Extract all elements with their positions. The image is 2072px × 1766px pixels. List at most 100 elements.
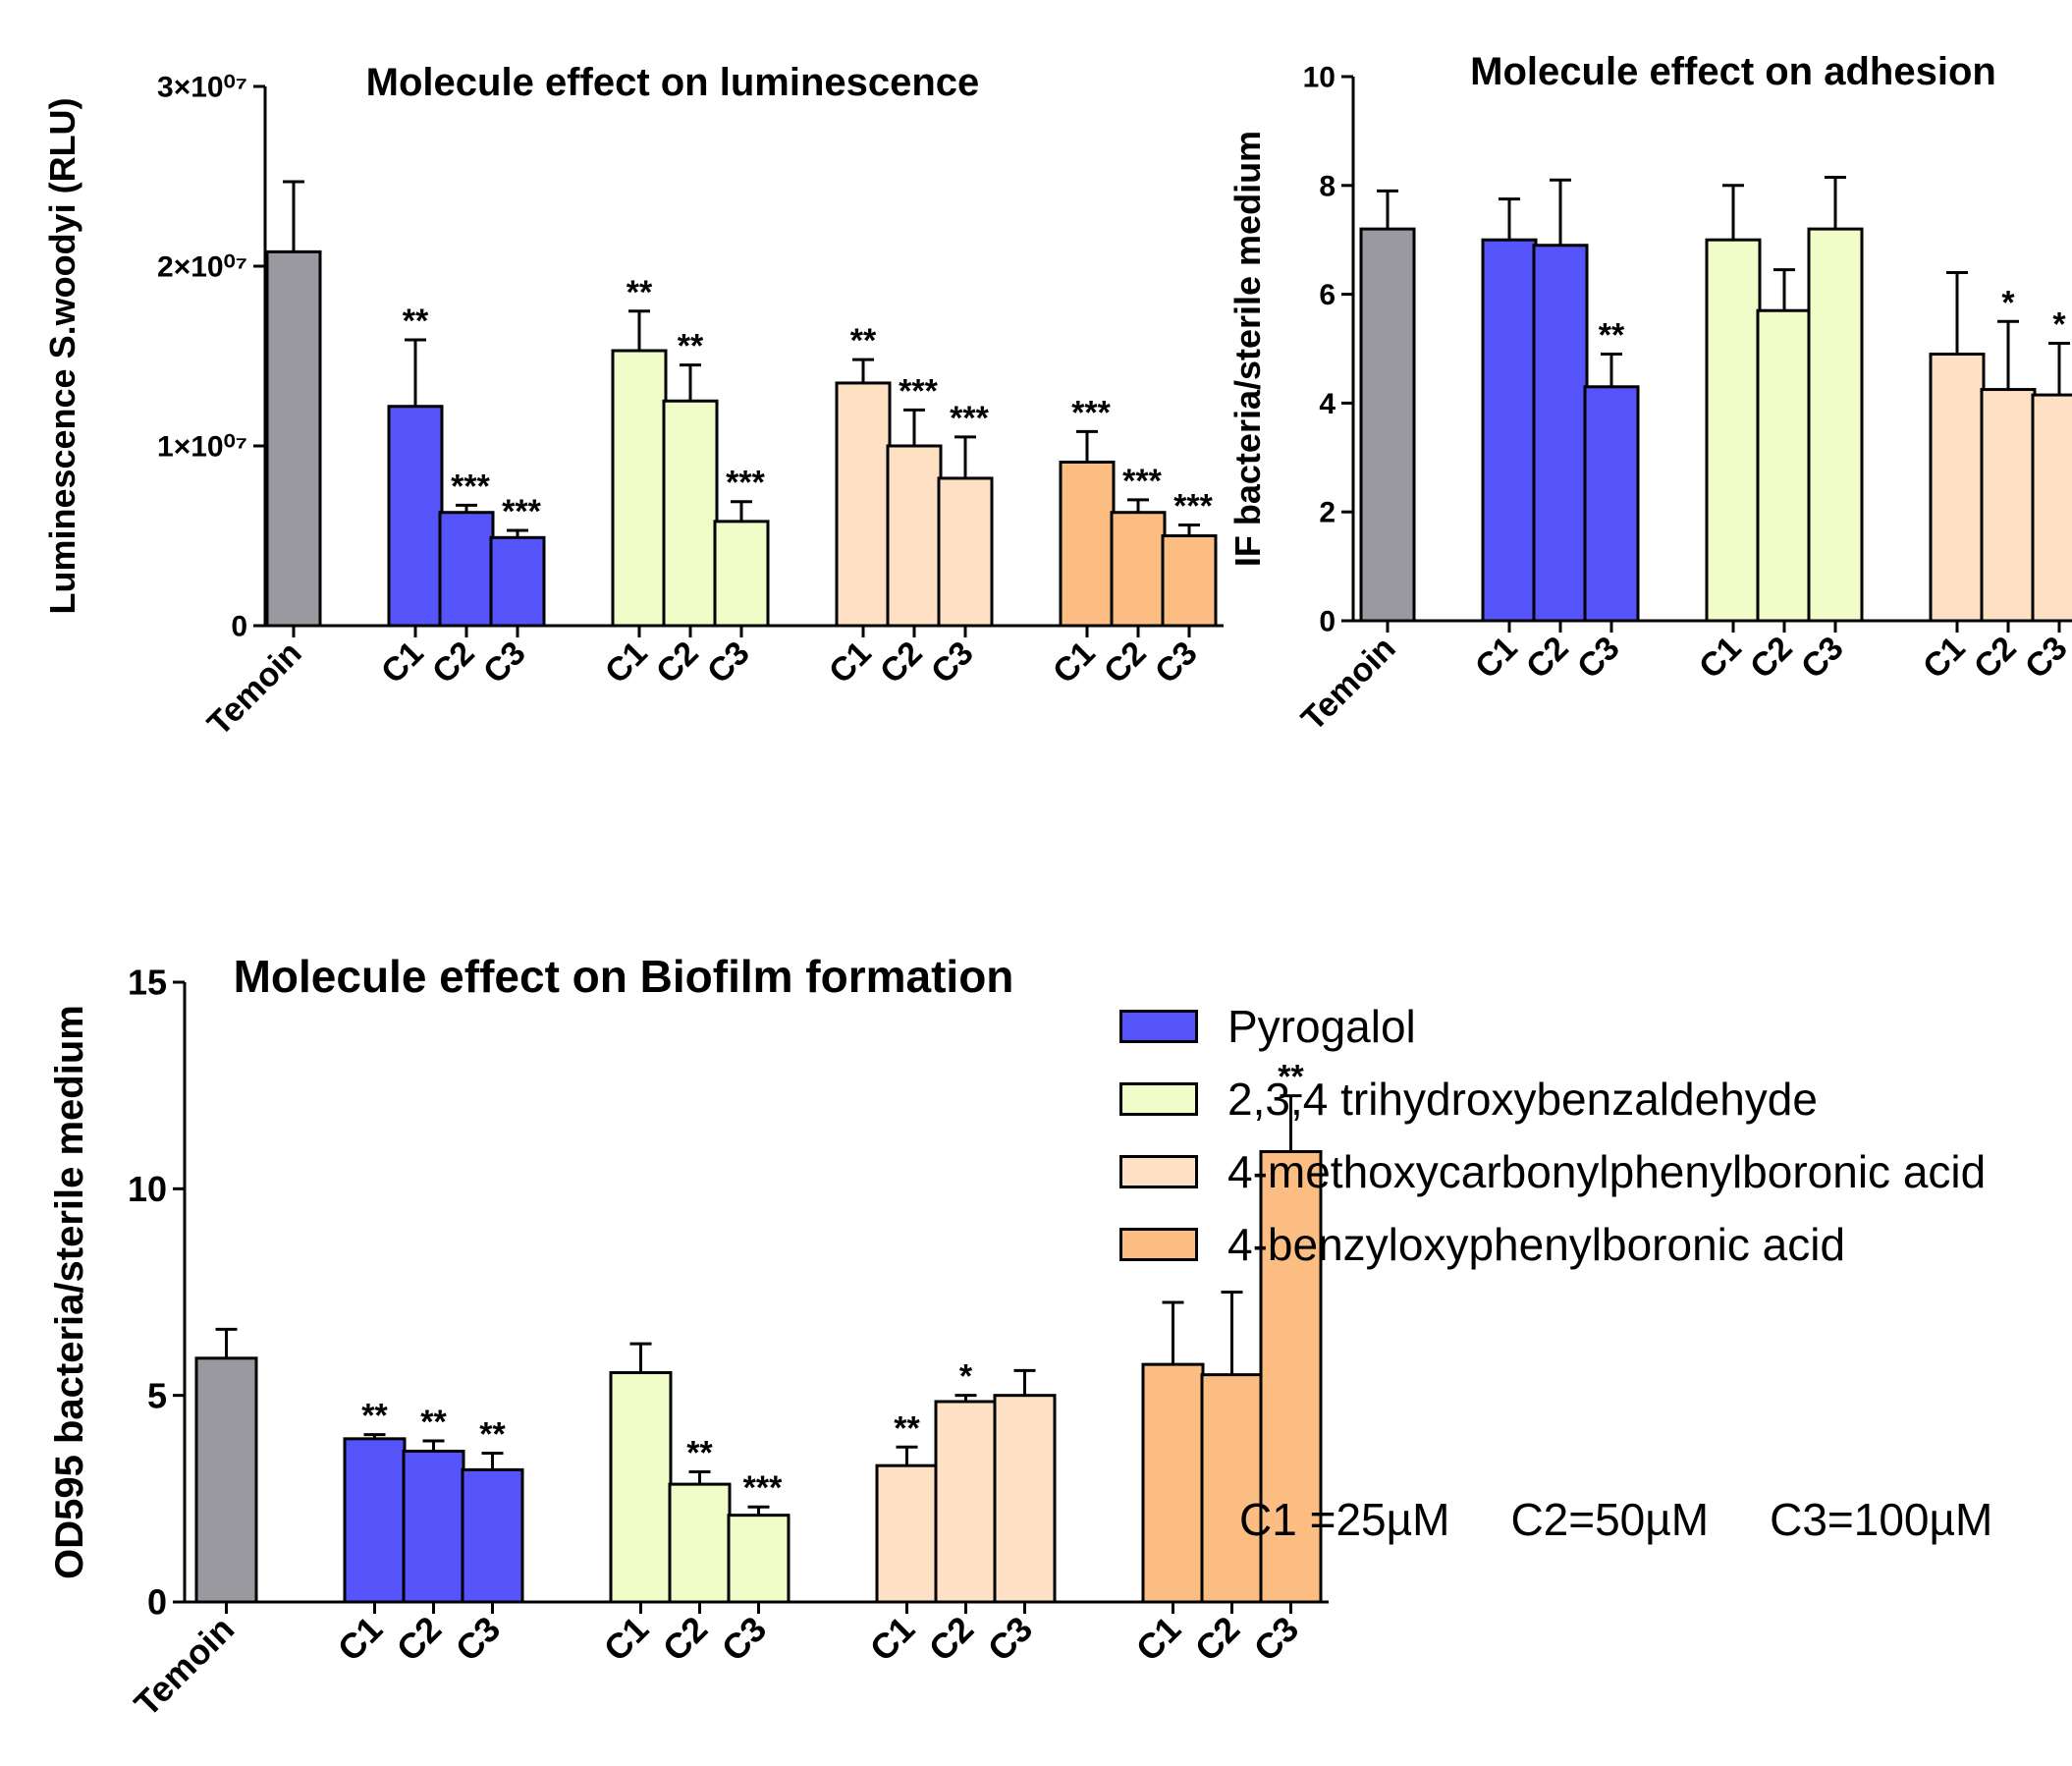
y-axis-label: IF bacteria/sterile medium (1227, 131, 1268, 567)
significance-label: ** (361, 1398, 388, 1435)
legend-item-methoxycarbonylphenylboronic-acid: 4-methoxycarbonylphenylboronic acid (1119, 1135, 2062, 1208)
bar (402, 1449, 465, 1604)
bar (937, 476, 994, 628)
legend-swatch (1119, 1010, 1198, 1043)
bar (1110, 511, 1167, 628)
y-tick-label: 1×10⁰⁷ (157, 431, 247, 464)
y-tick-label: 10 (1303, 62, 1336, 94)
legend-label: Pyrogalol (1227, 1001, 1416, 1052)
y-tick-label: 2 (1319, 497, 1336, 529)
x-tick-label: C1 (822, 635, 879, 691)
bar (934, 1400, 998, 1604)
luminescence-chart: Molecule effect on luminescence Luminesce… (42, 61, 1224, 743)
bar (609, 1371, 673, 1604)
significance-label: *** (950, 400, 989, 437)
y-tick-label: 15 (128, 963, 167, 1003)
x-tick-label: C2 (1097, 635, 1154, 691)
bar (1705, 238, 1762, 623)
x-tick-label: C2 (1967, 630, 2024, 687)
significance-label: *** (899, 372, 938, 410)
x-tick-label: C1 (1128, 1609, 1189, 1670)
x-tick-label: C2 (921, 1609, 982, 1670)
legend-label: 4-benzyloxyphenylboronic acid (1227, 1219, 1846, 1270)
significance-label: ** (403, 303, 429, 340)
y-tick-label: 8 (1319, 170, 1336, 202)
y-tick-label: 0 (147, 1582, 167, 1623)
legend-label: 2,3,4 trihydroxybenzaldehyde (1227, 1074, 1818, 1125)
significance-label: ** (1278, 1059, 1304, 1096)
chart-title: Molecule effect on Biofilm formation (234, 951, 1014, 1002)
bar (387, 405, 444, 628)
bar (1532, 244, 1589, 623)
bar (194, 1356, 258, 1604)
x-tick-label: C3 (476, 635, 533, 691)
bar (1756, 308, 1813, 623)
chart-title: Molecule effect on adhesion (1470, 50, 1996, 93)
legend-item-benzyloxyphenylboronic-acid: 4-benzyloxyphenylboronic acid (1119, 1208, 2062, 1281)
x-tick-label: C3 (700, 635, 757, 691)
legend-label: 4-methoxycarbonylphenylboronic acid (1227, 1146, 1987, 1197)
x-tick-label: C3 (714, 1609, 775, 1670)
significance-label: *** (451, 468, 490, 505)
y-tick-label: 5 (147, 1375, 167, 1415)
x-tick-label: C3 (2018, 630, 2072, 687)
legend-item-pyrogalol: Pyrogalol (1119, 990, 2062, 1063)
significance-label: *** (1071, 394, 1111, 431)
y-tick-label: 4 (1319, 388, 1336, 420)
chart-title: Molecule effect on luminescence (366, 61, 980, 104)
bar (1161, 534, 1218, 628)
x-tick-label: C3 (1148, 635, 1205, 691)
significance-label: ** (678, 328, 704, 365)
x-tick-label: C1 (862, 1609, 923, 1670)
significance-label: ** (1599, 317, 1625, 355)
x-tick-label: C1 (596, 1609, 657, 1670)
adhesion-chart: Molecule effect on adhesion IF bacteria/s… (1227, 50, 2072, 738)
significance-label: *** (1173, 488, 1213, 525)
bar (875, 1463, 939, 1604)
bar (727, 1514, 791, 1604)
x-tick-label: Temoin (127, 1609, 243, 1725)
significance-label: ** (627, 274, 653, 311)
y-axis-label: OD595 bacteria/sterile medium (48, 1005, 91, 1579)
bar (343, 1437, 407, 1604)
y-axis-label: Luminescence S.woodyi (RLU) (42, 97, 82, 614)
x-tick-label: C2 (873, 635, 930, 691)
x-tick-label: Temoin (200, 635, 309, 744)
x-tick-label: C2 (389, 1609, 450, 1670)
legend-swatch (1119, 1155, 1198, 1188)
significance-label: *** (743, 1469, 783, 1507)
x-tick-label: C1 (1916, 630, 1973, 687)
biofilm-chart: Molecule effect on Biofilm formation OD59… (48, 951, 1329, 1724)
x-tick-label: C3 (1570, 630, 1627, 687)
bar (461, 1467, 524, 1604)
significance-label: * (2001, 284, 2015, 321)
significance-label: *** (726, 465, 765, 502)
bar (993, 1394, 1057, 1604)
x-tick-label: C1 (330, 1609, 391, 1670)
x-tick-label: C1 (374, 635, 431, 691)
bar (611, 349, 668, 628)
y-tick-label: 10 (128, 1169, 167, 1209)
significance-label: ** (479, 1416, 506, 1454)
significance-label: ** (894, 1409, 920, 1447)
significance-label: *** (502, 493, 541, 530)
y-tick-label: 2×10⁰⁷ (157, 251, 247, 284)
x-tick-label: C1 (1468, 630, 1525, 687)
x-tick-label: C2 (1743, 630, 1800, 687)
bar (438, 511, 495, 628)
bar (662, 399, 719, 628)
legend: Pyrogalol 2,3,4 trihydroxybenzaldehyde 4… (1119, 990, 2062, 1281)
bar (713, 520, 770, 628)
bar (1807, 227, 1864, 623)
concentration-c2: C2=50µM (1510, 1494, 1710, 1545)
bar (1200, 1373, 1264, 1604)
x-tick-label: C3 (980, 1609, 1041, 1670)
x-tick-label: C2 (1187, 1609, 1248, 1670)
y-tick-label: 0 (231, 611, 247, 643)
significance-label: * (959, 1358, 973, 1396)
bar (1583, 385, 1640, 623)
bar (835, 381, 892, 628)
bar (2031, 393, 2072, 623)
bar (1980, 388, 2037, 623)
